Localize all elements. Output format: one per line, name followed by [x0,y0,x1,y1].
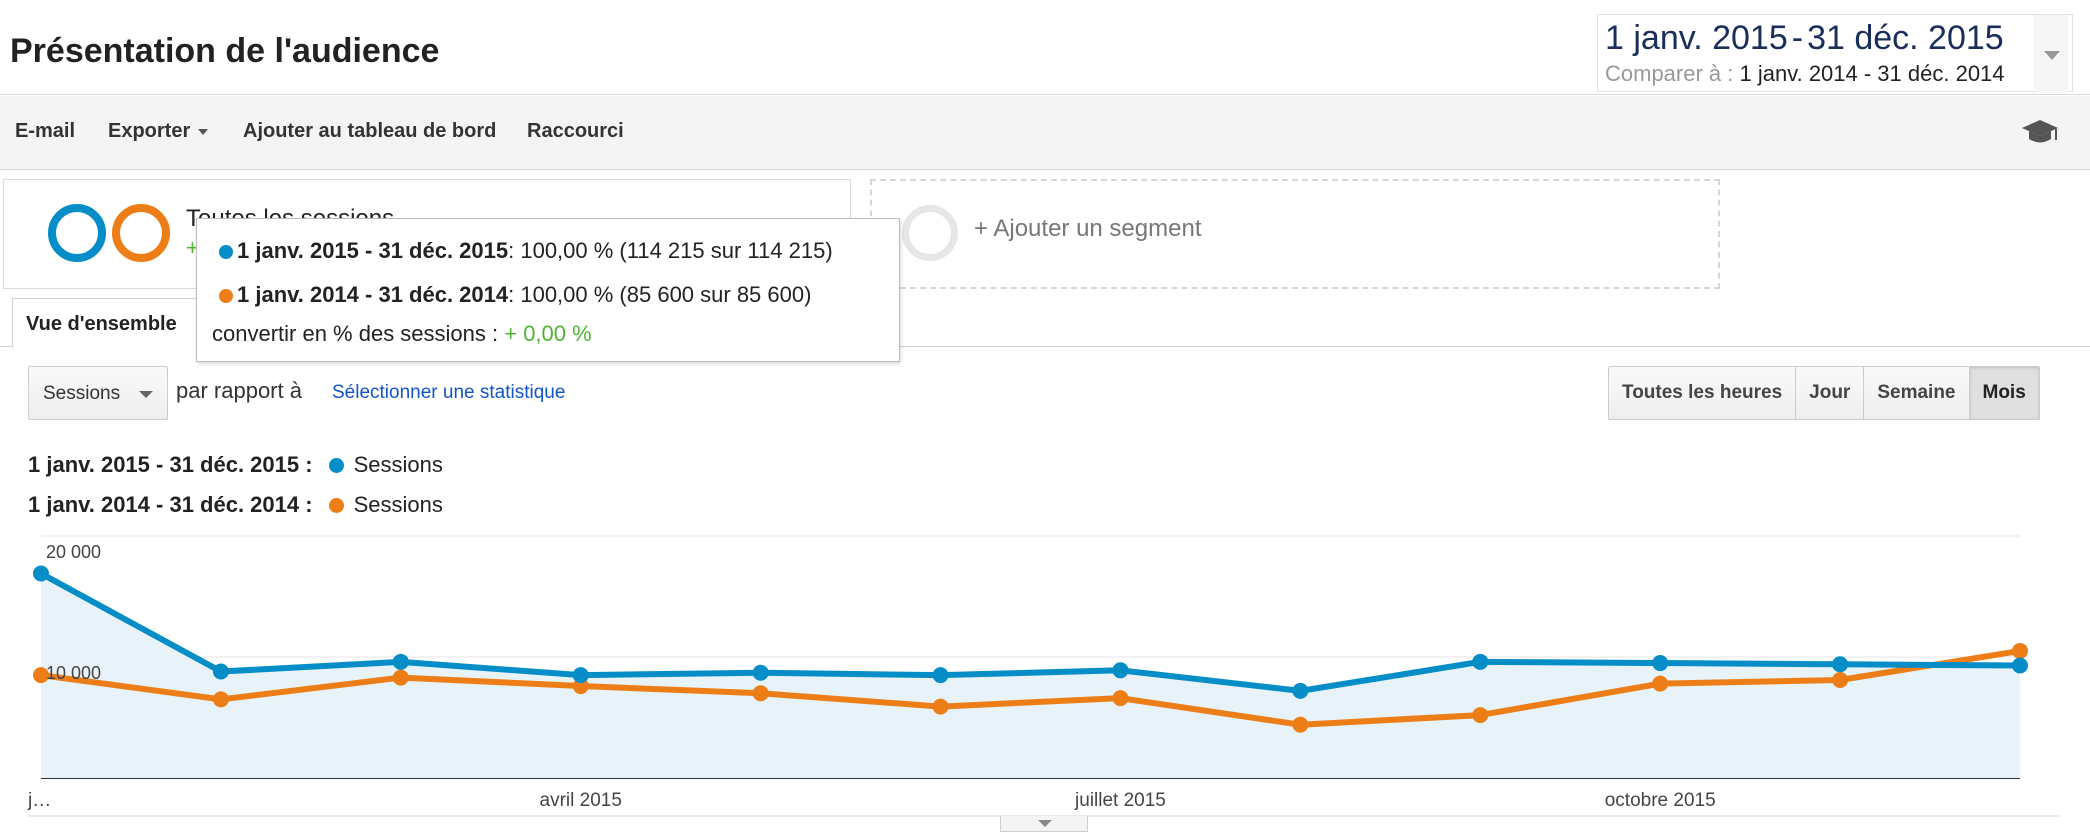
segment-tooltip: 1 janv. 2015 - 31 déc. 2015: 100,00 % (1… [196,218,900,362]
data-point-primary [1652,655,1669,672]
tooltip-row-conversion: convertir en % des sessions : + 0,00 % [212,321,592,347]
data-point-primary [392,653,409,670]
orange-dot-icon [219,289,233,303]
x-tick-label: juillet 2015 [1074,790,1166,811]
granularity-toggle: Toutes les heures Jour Semaine Mois [1608,366,2040,420]
tooltip-conversion-label: convertir en % des sessions : [212,321,505,346]
add-segment-button[interactable]: + Ajouter un segment [870,179,1720,289]
compare-label: Comparer à : [1605,61,1734,86]
data-point-compare [2012,642,2028,659]
series-area-primary [41,573,2020,778]
compare-to-label: par rapport à [176,378,302,403]
action-toolbar: E-mail Exporter Ajouter au tableau de bo… [0,96,2090,170]
compare-range: 1 janv. 2014 - 31 déc. 2014 [1739,61,2005,86]
data-point-compare [1292,716,1309,733]
tooltip-period-primary: 1 janv. 2015 - 31 déc. 2015 [237,238,509,263]
export-button[interactable]: Exporter [108,120,209,143]
tooltip-row-compare: 1 janv. 2014 - 31 déc. 2014: 100,00 % (8… [219,282,811,308]
email-button[interactable]: E-mail [15,120,76,142]
shortcut-button[interactable]: Raccourci [527,120,624,142]
segment-change: + [186,235,199,260]
empty-segment-ring-icon [902,205,958,261]
legend-period-compare: 1 janv. 2014 - 31 déc. 2014 : [28,492,313,517]
data-point-compare [1652,675,1669,692]
range-hourly-button[interactable]: Toutes les heures [1609,367,1797,419]
tab-strip [0,346,2090,347]
data-point-compare [1112,690,1129,707]
data-point-primary [212,663,229,680]
orange-dot-icon [328,498,344,513]
add-to-dashboard-button[interactable]: Ajouter au tableau de bord [243,120,497,142]
tooltip-period-compare: 1 janv. 2014 - 31 déc. 2014 [237,282,509,307]
x-tick-label: octobre 2015 [1605,790,1716,811]
data-point-primary [932,667,949,684]
date-start: 1 janv. 2015 [1605,19,1788,57]
x-tick-label: j… [27,790,51,811]
legend-period-primary: 1 janv. 2015 - 31 déc. 2015 : [28,452,313,477]
segment-ring-compare-icon [112,204,170,262]
data-point-primary [572,667,589,684]
data-point-primary [752,664,769,681]
report-header: Présentation de l'audience 1 janv. 2015-… [0,0,2090,95]
date-separator: - [1791,19,1804,57]
range-day-button[interactable]: Jour [1796,367,1865,419]
data-point-primary [1472,653,1489,670]
metric-select[interactable]: Sessions [28,366,168,420]
blue-dot-icon [219,245,233,259]
select-statistic-link[interactable]: Sélectionner une statistique [332,382,566,403]
data-point-compare [932,698,949,715]
series-line-primary [39,570,2021,694]
tooltip-value-primary: : 100,00 % (114 215 sur 114 215) [508,238,833,263]
y-tick-label: 10 000 [46,663,101,683]
date-range-primary[interactable]: 1 janv. 2015-31 déc. 2015 [1605,19,2004,58]
y-tick-label: 20 000 [46,542,101,562]
data-point-compare [1832,671,1849,688]
export-label: Exporter [108,120,191,142]
data-point-primary [1832,656,1849,673]
sessions-line-chart: 20 000 10 000 j… avril 2015 juillet 2015 octo… [27,535,2060,817]
data-point-compare [392,669,409,686]
chevron-down-icon [139,391,153,398]
date-end: 31 déc. 2015 [1807,19,2004,57]
legend-compare: 1 janv. 2014 - 31 déc. 2014 : Sessions [28,492,443,518]
data-point-compare [212,691,229,708]
data-point-primary [1112,662,1129,679]
tooltip-value-compare: : 100,00 % (85 600 sur 85 600) [508,282,812,307]
date-range-compare[interactable]: Comparer à : 1 janv. 2014 - 31 déc. 2014 [1605,61,2005,87]
add-segment-label: + Ajouter un segment [974,215,1202,242]
graduation-cap-icon[interactable] [2020,116,2060,150]
data-point-compare [752,685,769,702]
data-point-compare [33,667,49,684]
tab-overview[interactable]: Vue d'ensemble [12,298,212,348]
range-week-button[interactable]: Semaine [1864,367,1970,419]
data-point-compare [1472,707,1489,724]
chart-scroll-handle[interactable] [1000,816,1088,832]
segment-ring-primary-icon [48,204,106,262]
series-line-compare [40,647,2021,728]
chevron-down-icon[interactable] [2034,15,2068,93]
tooltip-conversion-value: + 0,00 % [504,321,592,346]
date-range-picker[interactable]: 1 janv. 2015-31 déc. 2015 Comparer à : 1… [1597,14,2073,93]
caret-down-icon [198,128,209,135]
blue-dot-icon [328,458,344,473]
range-month-button[interactable]: Mois [1969,367,2039,419]
data-point-primary [1292,682,1309,699]
metric-select-value: Sessions [43,383,121,404]
tooltip-row-primary: 1 janv. 2015 - 31 déc. 2015: 100,00 % (1… [219,238,833,264]
data-point-primary [33,565,49,582]
x-tick-label: avril 2015 [540,790,622,811]
legend-metric-compare: Sessions [353,492,443,517]
legend-metric-primary: Sessions [353,452,443,477]
tab-overview-label: Vue d'ensemble [26,313,177,335]
data-point-primary [2012,657,2028,674]
page-title: Présentation de l'audience [10,32,440,70]
legend-primary: 1 janv. 2015 - 31 déc. 2015 : Sessions [28,452,443,478]
